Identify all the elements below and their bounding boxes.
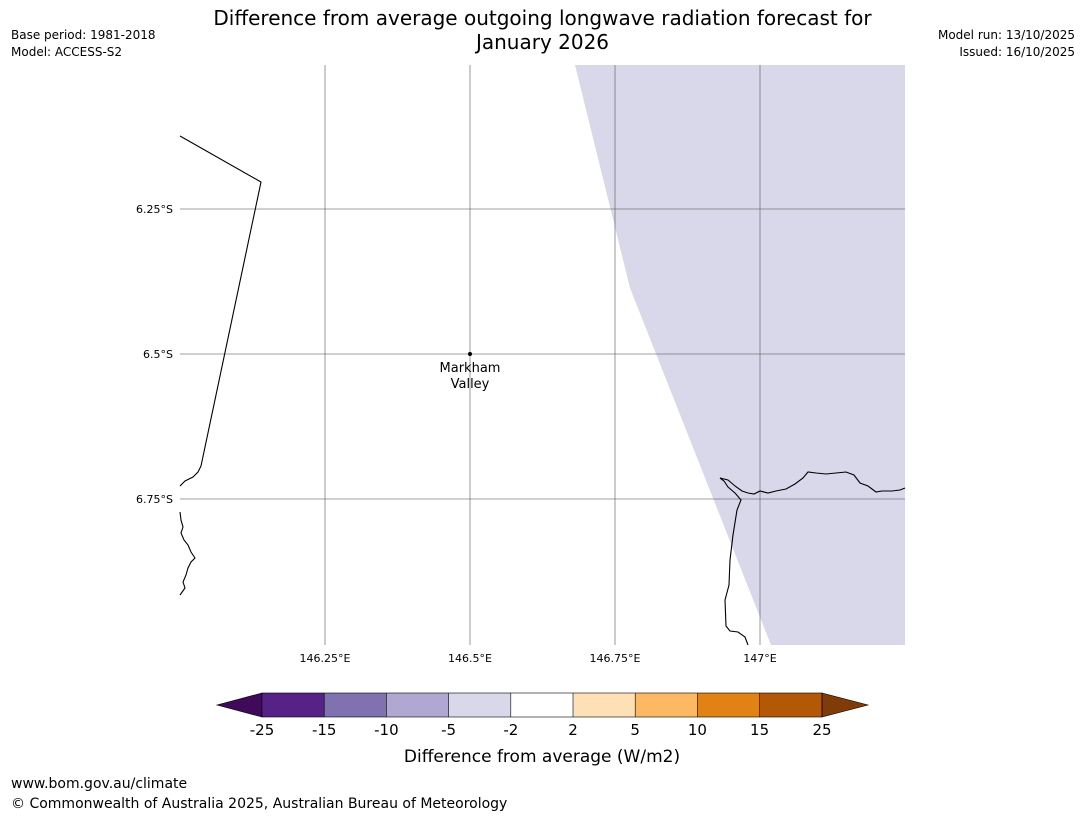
- lat-label-6-25: 6.25°S: [136, 203, 173, 216]
- forecast-info-right: Model run: 13/10/2025 Issued: 16/10/2025: [938, 27, 1075, 61]
- colorbar-segment-9: [759, 693, 822, 717]
- lat-label-6-5: 6.5°S: [143, 348, 173, 361]
- colorbar-segment-6: [573, 693, 636, 717]
- colorbar-tick: 15: [750, 721, 769, 739]
- colorbar-tick-labels: -25 -15 -10 -5 -2 2 5 10 15 25: [250, 721, 832, 739]
- model-text: Model: ACCESS-S2: [11, 45, 123, 59]
- boundaries: [179, 135, 906, 646]
- latitude-labels: 6.25°S 6.5°S 6.75°S: [136, 203, 173, 506]
- colorbar-segment-2: [324, 693, 387, 717]
- title-line-1: Difference from average outgoing longwav…: [213, 6, 872, 30]
- map-area: Markham Valley: [179, 65, 906, 646]
- colorbar-segment-8: [697, 693, 760, 717]
- lon-label-146-5: 146.5°E: [448, 652, 492, 665]
- colorbar-tick: -15: [312, 721, 337, 739]
- colorbar-segment-1: [262, 693, 325, 717]
- gridlines: [180, 65, 905, 645]
- place-label-line-1: Markham: [440, 361, 501, 376]
- place-label-line-2: Valley: [451, 377, 490, 392]
- colorbar-segment-4: [448, 693, 511, 717]
- coastline-huon-gulf: [719, 471, 906, 646]
- base-period-text: Base period: 1981-2018: [11, 28, 156, 42]
- colorbar-outline: [261, 692, 823, 718]
- colorbar-tick: 10: [688, 721, 707, 739]
- colorbar-extend-low: [215, 692, 263, 718]
- colorbar-tick: -5: [441, 721, 456, 739]
- colorbar-segment-7: [635, 693, 698, 717]
- colorbar: -25 -15 -10 -5 -2 2 5 10 15 25 Differenc…: [215, 692, 870, 767]
- colorbar-tick: -25: [250, 721, 275, 739]
- colorbar-tick: 5: [630, 721, 640, 739]
- title-line-2: January 2026: [475, 30, 610, 54]
- longitude-labels: 146.25°E 146.5°E 146.75°E 147°E: [300, 652, 777, 665]
- colorbar-segment-5: [510, 693, 573, 717]
- colorbar-tick: 25: [812, 721, 831, 739]
- issued-text: Issued: 16/10/2025: [959, 45, 1075, 59]
- colorbar-segment-3: [386, 693, 449, 717]
- colorbar-extend-high: [821, 692, 870, 718]
- colorbar-label: Difference from average (W/m2): [404, 747, 680, 767]
- shaded-anomaly-region: [575, 65, 905, 645]
- western-boundary-segment: [179, 511, 196, 596]
- colorbar-tick: -2: [503, 721, 518, 739]
- forecast-info-left: Base period: 1981-2018 Model: ACCESS-S2: [11, 27, 156, 61]
- lon-label-146-75: 146.75°E: [590, 652, 641, 665]
- district-boundary-line: [179, 135, 262, 487]
- markham-valley-marker: [468, 352, 472, 356]
- footer-copyright: © Commonwealth of Australia 2025, Austra…: [11, 796, 508, 812]
- chart-title: Difference from average outgoing longwav…: [0, 6, 1085, 54]
- lon-label-147: 147°E: [743, 652, 776, 665]
- lon-label-146-25: 146.25°E: [300, 652, 351, 665]
- colorbar-dividers: [261, 692, 823, 718]
- colorbar-tick: 2: [568, 721, 578, 739]
- colorbar-tick: -10: [374, 721, 399, 739]
- lat-label-6-75: 6.75°S: [136, 493, 173, 506]
- model-run-text: Model run: 13/10/2025: [937, 28, 1075, 42]
- footer-url: www.bom.gov.au/climate: [11, 776, 188, 792]
